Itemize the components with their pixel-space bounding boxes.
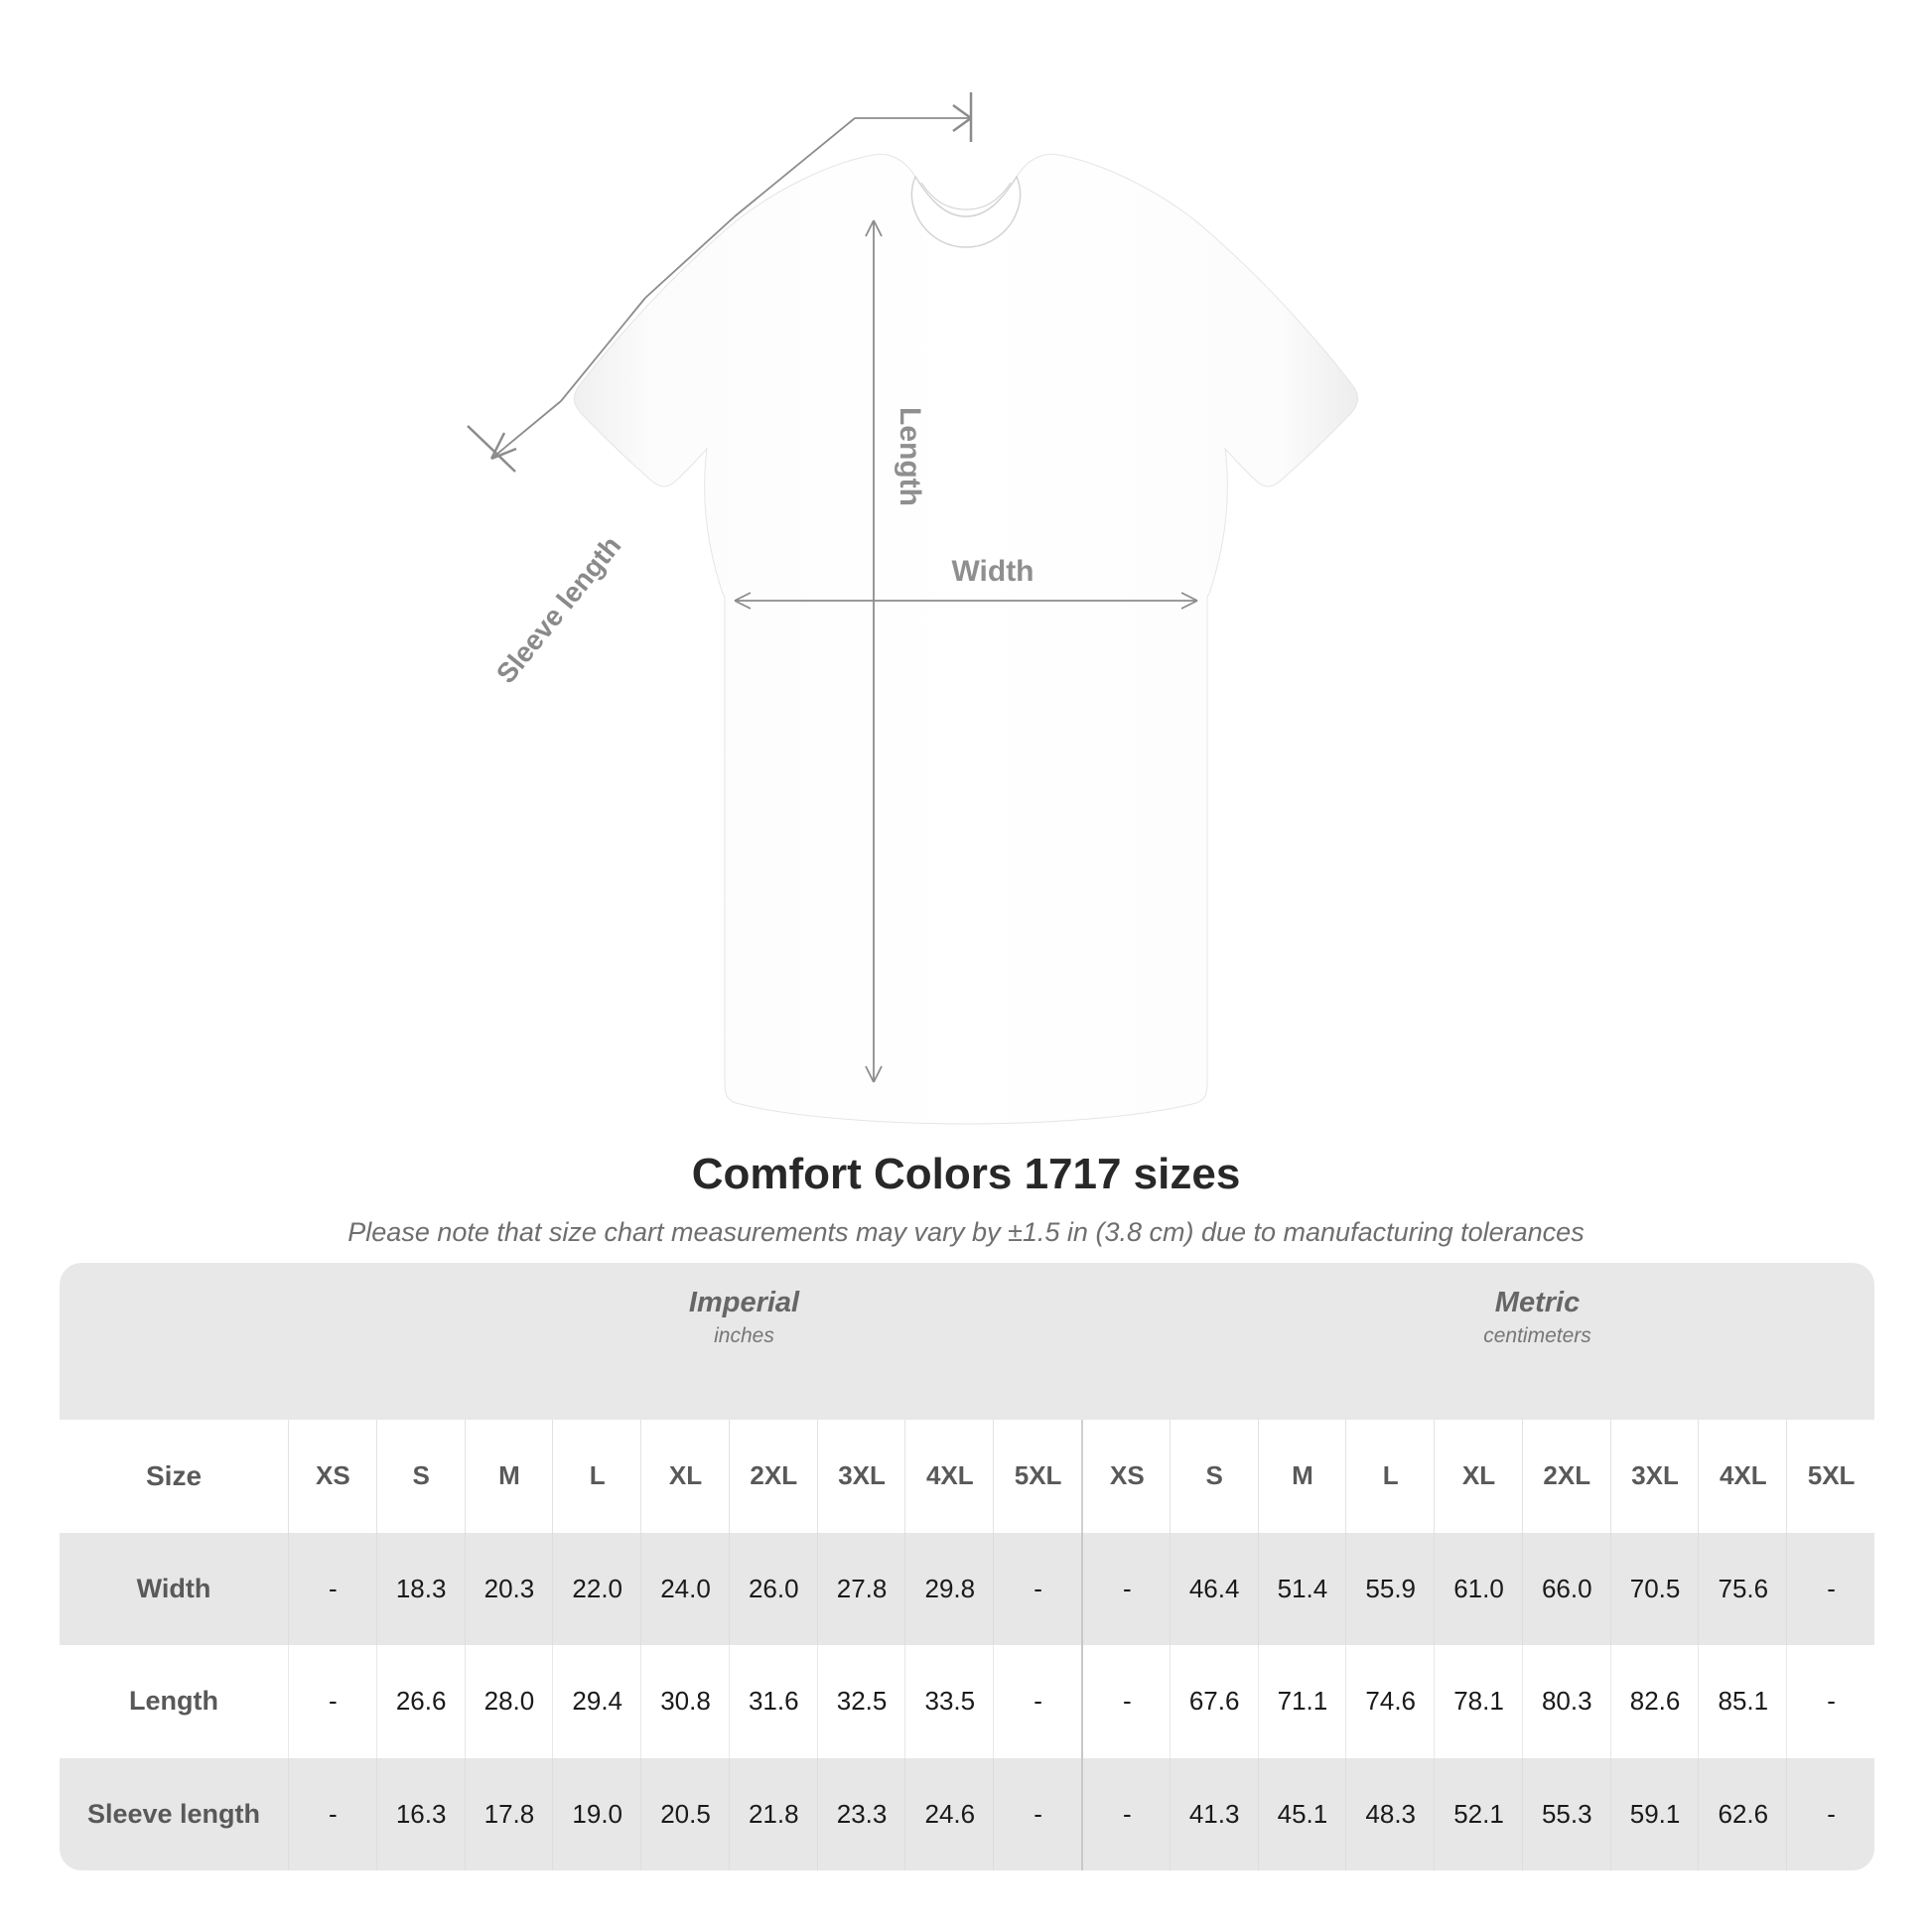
svg-text:Length: Length	[894, 407, 926, 506]
svg-text:Sleeve length: Sleeve length	[490, 530, 627, 689]
svg-text:Width: Width	[951, 555, 1034, 588]
